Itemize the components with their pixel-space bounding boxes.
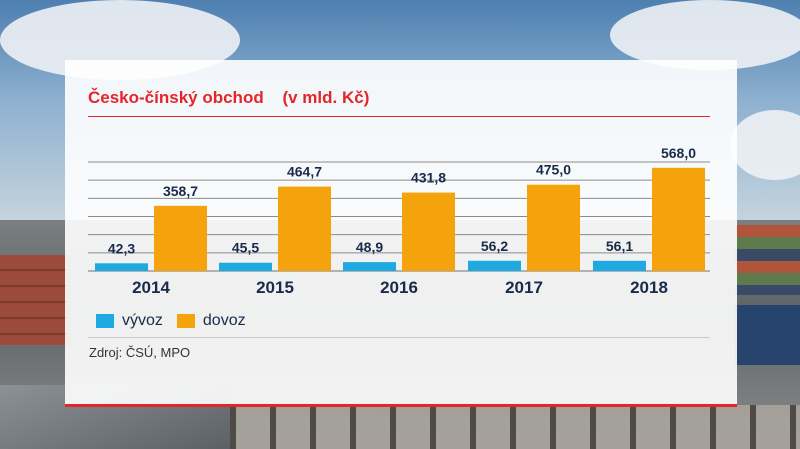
legend-label-export: vývoz: [122, 312, 163, 329]
bar-import-2015: [278, 186, 331, 271]
legend-swatch-import: [176, 314, 195, 328]
title-text: Česko-čínský obchod: [88, 88, 264, 107]
value-label-export-2015: 45,5: [232, 240, 259, 256]
bar-export-2017: [468, 260, 521, 271]
value-label-import-2018: 568,0: [661, 145, 696, 161]
category-label-2016: 2016: [380, 278, 418, 297]
rail-wagon: [735, 305, 800, 365]
value-label-export-2014: 42,3: [108, 240, 135, 256]
value-label-export-2018: 56,1: [606, 238, 633, 254]
containers-right: [735, 225, 800, 295]
category-label-2014: 2014: [132, 278, 170, 297]
bar-import-2014: [154, 205, 207, 271]
value-label-import-2014: 358,7: [163, 183, 198, 199]
value-label-export-2016: 48,9: [356, 239, 383, 255]
rail-tracks: [230, 405, 800, 449]
bar-import-2017: [527, 184, 580, 271]
legend: vývoz dovoz: [96, 312, 246, 330]
legend-label-import: dovoz: [202, 312, 246, 329]
category-label-2017: 2017: [505, 278, 543, 297]
bar-export-2015: [219, 262, 272, 271]
legend-item-export: vývoz: [96, 312, 163, 330]
source-rule: [88, 337, 710, 338]
category-label-2015: 2015: [256, 278, 294, 297]
cloud: [610, 0, 800, 70]
value-label-import-2017: 475,0: [536, 162, 571, 178]
value-label-import-2016: 431,8: [411, 170, 446, 186]
title-rule: [88, 116, 710, 117]
value-label-import-2015: 464,7: [287, 164, 322, 180]
chart-title: Česko-čínský obchod (v mld. Kč): [88, 88, 369, 108]
legend-swatch-export: [96, 314, 114, 328]
containers-left: [0, 255, 70, 345]
bar-export-2018: [593, 260, 646, 271]
legend-item-import: dovoz: [176, 312, 246, 330]
unit-text: (v mld. Kč): [282, 88, 370, 107]
bar-export-2016: [343, 262, 396, 271]
category-label-2018: 2018: [630, 278, 668, 297]
bar-import-2018: [652, 167, 705, 271]
value-label-export-2017: 56,2: [481, 238, 508, 254]
bar-export-2014: [95, 263, 148, 271]
panel-bottom-accent: [65, 404, 737, 407]
cloud: [730, 110, 800, 180]
bar-import-2016: [402, 192, 455, 271]
source-note: Zdroj: ČSÚ, MPO: [89, 345, 191, 360]
